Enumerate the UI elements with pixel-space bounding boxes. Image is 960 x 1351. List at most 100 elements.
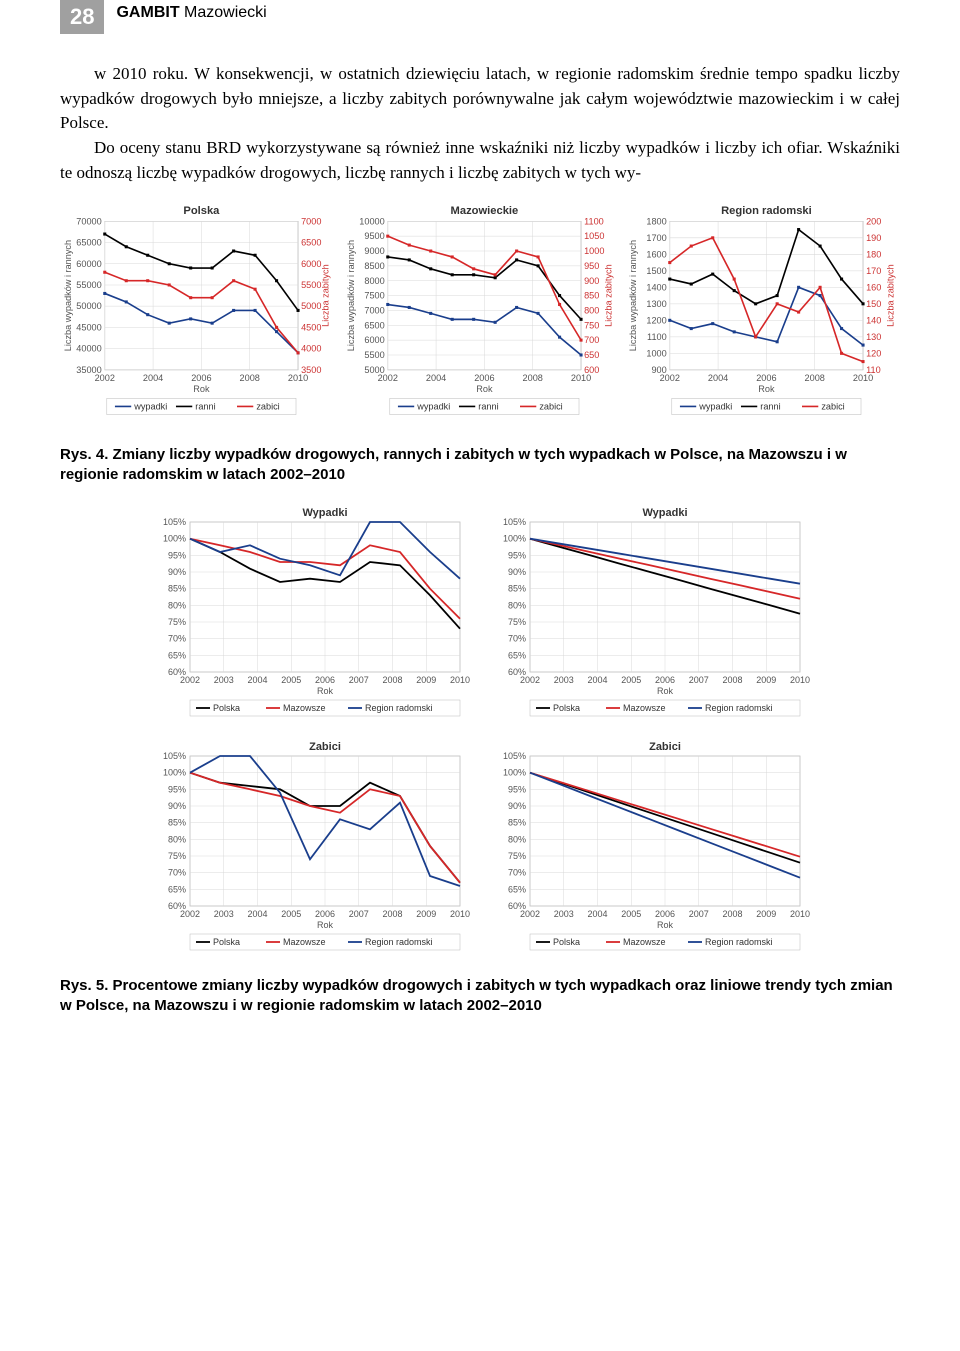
svg-text:2007: 2007 bbox=[349, 675, 369, 685]
svg-text:Polska: Polska bbox=[553, 937, 580, 947]
svg-text:6500: 6500 bbox=[301, 238, 321, 248]
svg-text:Region radomski: Region radomski bbox=[365, 937, 433, 947]
svg-text:95%: 95% bbox=[508, 550, 526, 560]
svg-text:2005: 2005 bbox=[281, 675, 301, 685]
svg-text:Zabici: Zabici bbox=[309, 741, 341, 753]
svg-text:95%: 95% bbox=[168, 550, 186, 560]
svg-text:1200: 1200 bbox=[647, 316, 667, 326]
svg-text:zabici: zabici bbox=[256, 402, 279, 412]
svg-text:2008: 2008 bbox=[722, 909, 742, 919]
svg-text:70%: 70% bbox=[508, 867, 526, 877]
svg-text:2003: 2003 bbox=[214, 675, 234, 685]
svg-text:2002: 2002 bbox=[520, 675, 540, 685]
chart-radomski: Region radomski9001000110012001300140015… bbox=[625, 203, 900, 427]
svg-text:10000: 10000 bbox=[359, 217, 384, 227]
svg-text:Liczba zabitych: Liczba zabitych bbox=[321, 265, 331, 328]
svg-text:5500: 5500 bbox=[301, 280, 321, 290]
header-title: GAMBIT Mazowiecki bbox=[104, 0, 266, 34]
svg-text:1100: 1100 bbox=[647, 332, 667, 342]
svg-text:5500: 5500 bbox=[364, 350, 384, 360]
svg-text:2009: 2009 bbox=[416, 909, 436, 919]
svg-text:2004: 2004 bbox=[708, 373, 728, 383]
svg-text:65%: 65% bbox=[508, 884, 526, 894]
svg-text:2010: 2010 bbox=[288, 373, 308, 383]
svg-text:Mazowieckie: Mazowieckie bbox=[450, 205, 518, 217]
svg-text:100%: 100% bbox=[503, 767, 526, 777]
svg-text:85%: 85% bbox=[168, 817, 186, 827]
svg-text:5000: 5000 bbox=[301, 301, 321, 311]
svg-text:1100: 1100 bbox=[584, 217, 604, 227]
svg-text:85%: 85% bbox=[508, 817, 526, 827]
svg-text:55000: 55000 bbox=[76, 280, 101, 290]
svg-text:Region radomski: Region radomski bbox=[705, 937, 773, 947]
svg-text:105%: 105% bbox=[503, 751, 526, 761]
svg-text:2007: 2007 bbox=[349, 909, 369, 919]
chart-zabici_trend: Zabici60%65%70%75%80%85%90%95%100%105%20… bbox=[490, 738, 810, 958]
svg-text:Rok: Rok bbox=[476, 384, 493, 394]
svg-text:4500: 4500 bbox=[301, 323, 321, 333]
svg-text:8000: 8000 bbox=[364, 276, 384, 286]
svg-text:Rok: Rok bbox=[193, 384, 210, 394]
svg-text:2005: 2005 bbox=[281, 909, 301, 919]
svg-text:4000: 4000 bbox=[301, 344, 321, 354]
svg-text:2009: 2009 bbox=[756, 675, 776, 685]
svg-text:2005: 2005 bbox=[621, 675, 641, 685]
caption-rys5: Rys. 5. Procentowe zmiany liczby wypadkó… bbox=[60, 976, 900, 1017]
svg-text:160: 160 bbox=[866, 283, 881, 293]
svg-text:6000: 6000 bbox=[301, 259, 321, 269]
svg-text:95%: 95% bbox=[508, 784, 526, 794]
svg-text:40000: 40000 bbox=[76, 344, 101, 354]
svg-text:2002: 2002 bbox=[180, 909, 200, 919]
svg-text:70%: 70% bbox=[168, 867, 186, 877]
svg-text:Liczba wypadków i rannych: Liczba wypadków i rannych bbox=[346, 240, 356, 351]
svg-text:2004: 2004 bbox=[143, 373, 163, 383]
svg-text:7000: 7000 bbox=[364, 306, 384, 316]
svg-text:750: 750 bbox=[584, 321, 599, 331]
chart-mazowieckie: Mazowieckie50005500600065007000750080008… bbox=[343, 203, 618, 427]
svg-text:130: 130 bbox=[866, 332, 881, 342]
svg-text:Region radomski: Region radomski bbox=[365, 703, 433, 713]
svg-text:1000: 1000 bbox=[647, 349, 667, 359]
svg-text:9500: 9500 bbox=[364, 231, 384, 241]
svg-text:95%: 95% bbox=[168, 784, 186, 794]
svg-text:Rok: Rok bbox=[657, 686, 674, 696]
svg-text:Rok: Rok bbox=[317, 920, 334, 930]
svg-text:90%: 90% bbox=[508, 801, 526, 811]
svg-text:zabici: zabici bbox=[822, 402, 845, 412]
svg-text:650: 650 bbox=[584, 350, 599, 360]
svg-text:80%: 80% bbox=[508, 834, 526, 844]
svg-text:1600: 1600 bbox=[647, 250, 667, 260]
svg-text:65%: 65% bbox=[168, 884, 186, 894]
svg-text:65000: 65000 bbox=[76, 238, 101, 248]
svg-text:70000: 70000 bbox=[76, 217, 101, 227]
svg-text:ranni: ranni bbox=[761, 402, 781, 412]
svg-text:1700: 1700 bbox=[647, 233, 667, 243]
svg-text:Rok: Rok bbox=[759, 384, 776, 394]
svg-text:2008: 2008 bbox=[805, 373, 825, 383]
svg-text:Region radomski: Region radomski bbox=[721, 205, 812, 217]
svg-text:2004: 2004 bbox=[247, 675, 267, 685]
svg-text:2006: 2006 bbox=[315, 675, 335, 685]
svg-text:7500: 7500 bbox=[364, 291, 384, 301]
svg-text:700: 700 bbox=[584, 335, 599, 345]
svg-text:Mazowsze: Mazowsze bbox=[283, 937, 326, 947]
svg-text:Mazowsze: Mazowsze bbox=[623, 703, 666, 713]
svg-text:1300: 1300 bbox=[647, 299, 667, 309]
svg-text:2008: 2008 bbox=[240, 373, 260, 383]
svg-text:2003: 2003 bbox=[554, 675, 574, 685]
svg-text:2002: 2002 bbox=[377, 373, 397, 383]
svg-text:2002: 2002 bbox=[95, 373, 115, 383]
svg-text:75%: 75% bbox=[508, 851, 526, 861]
svg-text:850: 850 bbox=[584, 291, 599, 301]
svg-text:2010: 2010 bbox=[790, 675, 810, 685]
svg-text:Zabici: Zabici bbox=[649, 741, 681, 753]
svg-text:200: 200 bbox=[866, 217, 881, 227]
svg-text:140: 140 bbox=[866, 316, 881, 326]
chart-wypadki_actual: Wypadki60%65%70%75%80%85%90%95%100%105%2… bbox=[150, 504, 470, 724]
svg-text:wypadki: wypadki bbox=[699, 402, 733, 412]
chart-subrow: Zabici60%65%70%75%80%85%90%95%100%105%20… bbox=[150, 738, 810, 958]
page-header: 28 GAMBIT Mazowiecki bbox=[60, 0, 900, 34]
svg-text:zabici: zabici bbox=[539, 402, 562, 412]
chart-row-1: Polska3500040000450005000055000600006500… bbox=[60, 203, 900, 427]
svg-text:Region radomski: Region radomski bbox=[705, 703, 773, 713]
